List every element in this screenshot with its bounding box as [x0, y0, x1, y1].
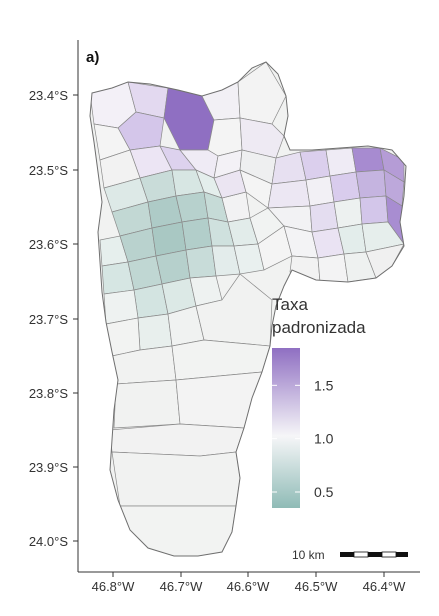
district	[267, 179, 311, 209]
lon-label: 46.7°W	[160, 579, 204, 594]
x-axis-ticks	[112, 572, 385, 577]
district	[105, 317, 141, 357]
district	[113, 379, 181, 429]
district	[175, 371, 263, 429]
lat-label: 23.6°S	[29, 237, 69, 252]
district	[119, 505, 237, 556]
lon-label: 46.6°W	[227, 579, 271, 594]
lat-label: 23.4°S	[29, 88, 69, 103]
scale-bar-segment	[396, 552, 408, 557]
scale-bar-segment	[381, 551, 397, 558]
district	[185, 245, 217, 279]
district	[355, 169, 387, 199]
scale-bar-label: 10 km	[292, 548, 325, 562]
district	[359, 195, 389, 225]
y-axis-ticks	[73, 94, 78, 542]
y-axis-labels: 23.4°S 23.5°S 23.6°S 23.7°S 23.8°S 23.9°…	[29, 88, 69, 549]
district	[325, 147, 357, 177]
city-outline	[89, 61, 407, 557]
legend-title-line2: padronizada	[272, 318, 366, 337]
legend-tick-label: 0.5	[314, 484, 334, 500]
district	[351, 147, 385, 173]
district	[317, 253, 349, 283]
lat-label: 23.9°S	[29, 460, 69, 475]
scale-bar: 10 km	[292, 548, 408, 562]
scale-bar-segment	[353, 551, 369, 558]
city-map	[89, 61, 407, 557]
legend-ticks: 1.5 1.0 0.5	[272, 377, 334, 500]
districts	[90, 62, 405, 556]
district	[329, 171, 361, 203]
lat-label: 23.5°S	[29, 163, 69, 178]
district	[289, 255, 321, 283]
district	[175, 191, 209, 223]
scale-bar-segment	[340, 552, 354, 557]
legend-colorbar	[272, 348, 300, 508]
legend-title-line1: Taxa	[272, 295, 308, 314]
district	[207, 117, 243, 157]
lat-label: 23.8°S	[29, 386, 69, 401]
lat-label: 24.0°S	[29, 534, 69, 549]
color-legend: Taxa padronizada 1.5 1.0 0.5	[272, 295, 366, 508]
panel-label: a)	[86, 49, 99, 66]
district	[333, 197, 363, 229]
district	[305, 175, 335, 207]
legend-tick-label: 1.0	[314, 431, 334, 447]
district	[237, 62, 287, 125]
lon-label: 46.5°W	[295, 579, 339, 594]
district	[109, 423, 245, 457]
scale-bar-segment	[368, 552, 382, 557]
district	[111, 451, 241, 507]
district	[309, 201, 339, 233]
district	[137, 313, 173, 351]
lon-label: 46.4°W	[363, 579, 407, 594]
district	[239, 117, 285, 159]
district	[181, 217, 213, 251]
lon-label: 46.8°W	[92, 579, 136, 594]
legend-tick-label: 1.5	[314, 377, 334, 393]
x-axis-labels: 46.8°W 46.7°W 46.6°W 46.5°W 46.4°W	[92, 579, 407, 594]
lat-label: 23.7°S	[29, 312, 69, 327]
